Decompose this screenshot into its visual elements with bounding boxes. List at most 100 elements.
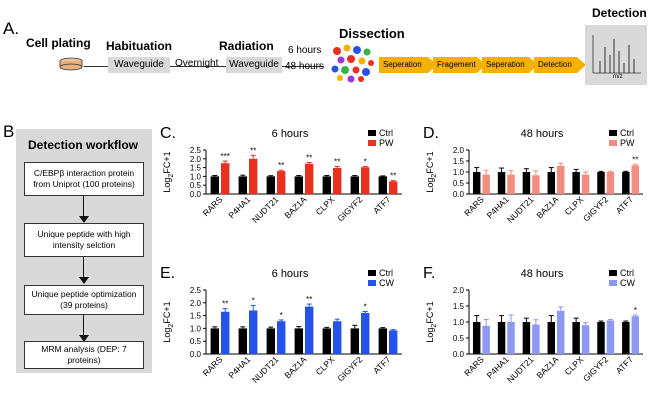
workflow-arrow-2 xyxy=(83,257,84,279)
significance-mark: ** xyxy=(306,295,312,304)
x-tick-label: GIGYF2 xyxy=(581,354,610,383)
legend-label: Ctrl xyxy=(620,268,634,278)
bar-ctrl xyxy=(266,176,275,194)
significance-mark: ** xyxy=(306,153,312,162)
bar-ctrl xyxy=(294,176,303,194)
legend-swatch xyxy=(368,280,376,286)
bar-pw xyxy=(361,167,370,194)
mz-label: m/z xyxy=(613,74,623,80)
bar-ctrl xyxy=(547,172,555,194)
y-tick-label: 2.0 xyxy=(190,155,202,164)
bar-ctrl xyxy=(572,172,580,194)
significance-mark: ** xyxy=(222,300,228,309)
overnight-label: Overnight xyxy=(175,58,219,69)
bar-ctrl xyxy=(472,322,481,354)
bar-cw xyxy=(631,316,640,354)
bar-ctrl xyxy=(238,328,247,354)
y-tick-label: 0.5 xyxy=(190,181,202,190)
bar-ctrl xyxy=(238,176,247,194)
significance-mark: * xyxy=(364,303,367,312)
bar-pw xyxy=(631,165,640,194)
workflow-box-mrm: MRM analysis (DEP: 7 proteins) xyxy=(24,341,144,369)
y-axis-label: Log2FC+1 xyxy=(425,151,438,192)
bar-pw xyxy=(532,175,540,194)
legend-swatch xyxy=(368,130,376,136)
legend-swatch xyxy=(609,130,617,136)
significance-mark: ** xyxy=(250,146,256,155)
y-tick-label: 0.5 xyxy=(453,334,465,343)
waveguide-box-2: Waveguide xyxy=(226,57,282,73)
y-axis-label: Log2FC+1 xyxy=(425,301,438,342)
bar-pw xyxy=(333,167,342,194)
workflow-arrowhead-1 xyxy=(79,216,89,223)
y-tick-label: 1.5 xyxy=(453,302,465,311)
bar-cw xyxy=(305,306,314,354)
bar-cw xyxy=(581,325,590,354)
significance-mark: *** xyxy=(221,152,230,161)
bar-ctrl xyxy=(622,322,630,354)
habituation-label: Habituation xyxy=(106,39,172,53)
bar-cw xyxy=(507,322,515,354)
panel-b-letter: B. xyxy=(3,122,20,141)
bar-cw xyxy=(221,311,230,354)
workflow-arrow-3 xyxy=(83,315,84,337)
x-tick-label: NUDT21 xyxy=(505,354,536,385)
chart-title: 48 hours xyxy=(521,268,564,280)
workflow-title: Detection workflow xyxy=(28,138,139,152)
y-tick-label: 0.0 xyxy=(190,190,202,199)
bar-pw xyxy=(557,165,565,194)
bar-ctrl xyxy=(572,322,580,354)
bar-cw xyxy=(389,330,398,354)
legend-swatch xyxy=(368,140,376,146)
forty-eight-hours-label: 48 hours xyxy=(285,61,324,72)
bar-pw xyxy=(305,163,314,194)
x-tick-label: BAZ1A xyxy=(534,354,560,380)
bar-pw xyxy=(221,163,230,194)
legend-swatch xyxy=(609,280,617,286)
y-tick-label: 2.0 xyxy=(453,146,465,155)
bar-cw xyxy=(277,321,286,354)
chart-title: 6 hours xyxy=(272,128,309,140)
six-hours-label: 6 hours xyxy=(288,45,322,56)
bar-ctrl xyxy=(294,328,303,354)
bar-ctrl xyxy=(522,322,531,354)
bar-ctrl xyxy=(597,172,605,194)
workflow-box-optimization: Unique peptide optimization (39 proteins… xyxy=(24,285,144,315)
y-tick-label: 2.5 xyxy=(190,146,202,155)
bar-pw xyxy=(482,174,490,194)
bar-cw xyxy=(249,310,258,354)
bar-ctrl xyxy=(210,328,219,354)
significance-mark: * xyxy=(634,306,637,315)
bar-ctrl xyxy=(522,172,531,194)
legend-label: CW xyxy=(379,278,394,288)
petri-dish-icon xyxy=(59,57,83,71)
y-tick-label: 1.5 xyxy=(190,312,202,321)
y-tick-label: 2.0 xyxy=(190,299,202,308)
significance-mark: ** xyxy=(278,161,284,170)
legend-swatch xyxy=(609,270,617,276)
legend-label: Ctrl xyxy=(379,268,393,278)
workflow-arrow-1 xyxy=(83,196,84,218)
mass-spectrum-box: m/z xyxy=(585,25,647,85)
step-separation-2: Seperation xyxy=(482,57,538,73)
significance-mark: ** xyxy=(632,155,638,164)
panel-letter: F. xyxy=(423,265,435,282)
bar-ctrl xyxy=(497,322,506,354)
significance-mark: * xyxy=(252,296,255,305)
y-tick-label: 0.5 xyxy=(453,179,465,188)
detection-label: Detection xyxy=(592,6,647,20)
bar-pw xyxy=(581,174,590,194)
legend-swatch xyxy=(609,140,617,146)
x-tick-label: RARS xyxy=(462,354,486,378)
workflow-box-peptide: Unique peptide with high intensity selct… xyxy=(24,223,144,257)
bar-cw xyxy=(333,321,342,354)
bar-cw xyxy=(532,324,540,354)
bar-cw xyxy=(482,325,490,354)
y-tick-label: 1.5 xyxy=(453,157,465,166)
legend-label: PW xyxy=(620,138,635,148)
y-tick-label: 1.0 xyxy=(453,318,465,327)
bar-ctrl xyxy=(322,176,331,194)
